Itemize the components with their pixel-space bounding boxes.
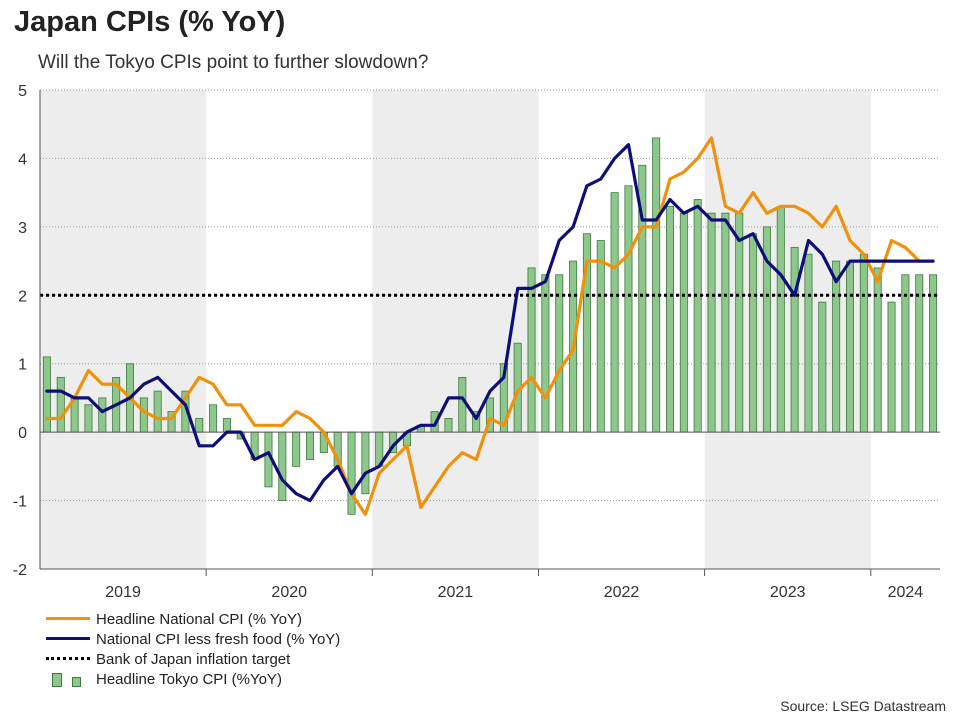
tokyo-cpi-bar — [42, 356, 51, 433]
tokyo-cpi-bar — [790, 246, 799, 433]
tokyo-cpi-bar — [652, 137, 661, 433]
tokyo-cpi-bar — [818, 301, 827, 433]
legend-swatch-core — [40, 629, 96, 649]
y-tick-label: 2 — [18, 288, 27, 305]
legend-label-tokyo: Headline Tokyo CPI (%YoY) — [96, 670, 282, 688]
legend-label-headline: Headline National CPI (% YoY) — [96, 610, 302, 628]
tokyo-cpi-bar — [873, 267, 882, 433]
legend-item-target: Bank of Japan inflation target — [40, 649, 340, 669]
legend-item-headline: Headline National CPI (% YoY) — [40, 609, 340, 629]
tokyo-cpi-bar — [596, 240, 605, 433]
tokyo-cpi-bar — [735, 212, 744, 433]
tokyo-cpi-bar — [292, 431, 301, 467]
legend-swatch-target — [40, 649, 96, 669]
legend-swatch-headline — [40, 609, 96, 629]
tokyo-cpi-bar — [361, 431, 370, 495]
tokyo-cpi-bar — [527, 267, 536, 433]
tokyo-cpi-bar — [153, 390, 162, 433]
chart-subtitle: Will the Tokyo CPIs point to further slo… — [38, 52, 429, 73]
y-tick-label: -2 — [13, 562, 27, 579]
tokyo-cpi-bar — [624, 185, 633, 433]
chart-legend: Headline National CPI (% YoY) National C… — [40, 609, 340, 689]
tokyo-cpi-bar — [458, 376, 467, 433]
y-tick-label: 1 — [18, 357, 27, 374]
tokyo-cpi-bar — [749, 233, 758, 433]
legend-swatch-tokyo — [40, 669, 96, 689]
source-note: Source: LSEG Datastream — [780, 698, 946, 714]
tokyo-cpi-bar — [444, 418, 453, 433]
headline-national-cpi-line — [45, 136, 921, 516]
tokyo-cpi-bar — [679, 212, 688, 433]
x-tick-label: 2024 — [888, 584, 924, 601]
tokyo-cpi-bar — [901, 274, 910, 433]
year-shade-band — [40, 90, 207, 569]
y-tick-label: 0 — [18, 425, 27, 442]
year-shade-band — [704, 90, 871, 569]
tokyo-cpi-bar — [209, 404, 218, 433]
tokyo-cpi-bar — [195, 418, 204, 433]
y-tick-label: 5 — [18, 83, 27, 100]
tokyo-cpi-bar — [84, 404, 93, 433]
tokyo-cpi-bar — [693, 199, 702, 433]
tokyo-cpi-bar — [707, 212, 716, 433]
tokyo-cpi-bar — [804, 253, 813, 433]
core-national-cpi-line — [45, 143, 935, 503]
tokyo-cpi-bar — [555, 274, 564, 433]
x-tick-label: 2021 — [438, 584, 474, 601]
legend-label-core: National CPI less fresh food (% YoY) — [96, 630, 341, 648]
tokyo-cpi-bar — [56, 376, 65, 433]
x-tick-label: 2020 — [271, 584, 307, 601]
x-tick-label: 2022 — [604, 584, 640, 601]
tokyo-cpi-bar — [859, 253, 868, 433]
tokyo-cpi-bar — [915, 274, 924, 433]
x-tick-label: 2023 — [770, 584, 806, 601]
y-tick-label: -1 — [13, 494, 27, 511]
tokyo-cpi-bar — [832, 260, 841, 433]
legend-item-tokyo: Headline Tokyo CPI (%YoY) — [40, 669, 340, 689]
tokyo-cpi-bar — [610, 192, 619, 433]
y-tick-label: 3 — [18, 220, 27, 237]
x-tick-label: 2019 — [105, 584, 141, 601]
tokyo-cpi-bar — [139, 397, 148, 433]
tokyo-cpi-bar — [222, 418, 231, 433]
tokyo-cpi-bar — [541, 274, 550, 433]
tokyo-cpi-bar — [721, 212, 730, 433]
tokyo-cpi-bar — [278, 431, 287, 501]
tokyo-cpi-bar — [305, 431, 314, 460]
tokyo-cpi-bar — [929, 274, 938, 433]
tokyo-cpi-bar — [98, 397, 107, 433]
y-tick-label: 4 — [18, 151, 27, 168]
legend-label-target: Bank of Japan inflation target — [96, 650, 291, 668]
chart-title: Japan CPIs (% YoY) — [14, 6, 286, 38]
legend-item-core: National CPI less fresh food (% YoY) — [40, 629, 340, 649]
tokyo-cpi-bar — [887, 301, 896, 433]
year-shade-band — [372, 90, 539, 569]
tokyo-cpi-bar — [666, 205, 675, 433]
tokyo-cpi-bar — [846, 260, 855, 433]
tokyo-cpi-bar — [776, 205, 785, 433]
tokyo-cpi-bar — [347, 431, 356, 515]
